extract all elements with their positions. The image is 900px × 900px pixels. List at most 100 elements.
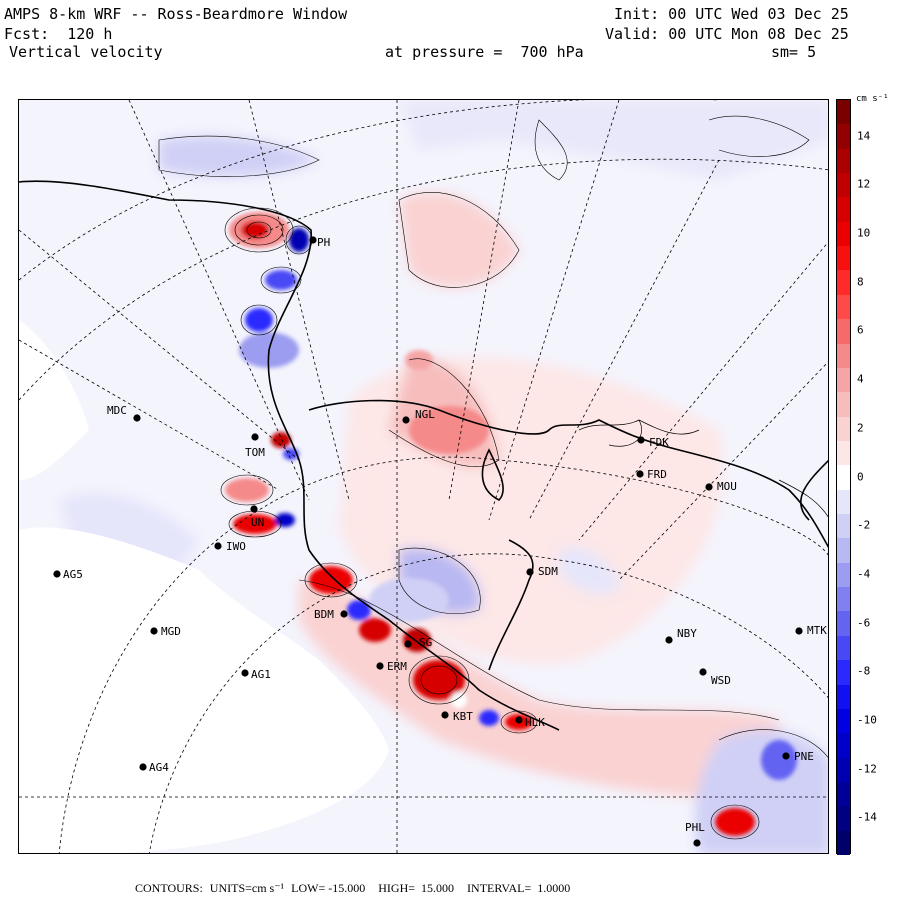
svg-text:SG: SG [419,636,432,649]
station-PHL: PHL [685,821,705,847]
svg-text:AG1: AG1 [251,668,271,681]
svg-text:HLK: HLK [525,716,545,729]
station-NBY: NBY [665,627,697,644]
colorbar-segment [837,367,850,393]
colorbar-segment [837,246,850,271]
colorbar-tick-label: -12 [857,762,877,776]
forecast-hour: Fcst: 120 h [4,25,113,43]
svg-text:MGD: MGD [161,625,181,638]
colorbar-segment [837,392,850,418]
svg-text:TOM: TOM [245,446,265,459]
station-MOU: MOU [705,480,737,493]
svg-text:MDC: MDC [107,404,127,417]
svg-text:IWO: IWO [226,540,246,553]
colorbar-segment [837,343,850,369]
colorbar-segment [837,465,850,491]
colorbar-segment [837,197,850,223]
svg-text:FDK: FDK [649,436,669,449]
colorbar-segment [837,319,850,345]
station-MTK: MTK [795,624,827,637]
colorbar-tick-label: -4 [857,567,871,581]
colorbar-tick-label: 4 [857,372,864,386]
station-MGD: MGD [150,625,181,638]
colorbar-segment [837,806,850,832]
svg-text:PH: PH [317,236,330,249]
variable-name: Vertical velocity [9,43,163,61]
station-TOM: TOM [245,433,265,459]
svg-text:PNE: PNE [794,750,814,763]
colorbar-tick-label: 2 [857,421,864,435]
colorbar-segment [837,489,850,515]
station-WSD: WSD [699,668,731,687]
weather-stations: PH MDC NGL FDK FRD MOU TOM UN IWO AG5 SD… [53,236,827,847]
svg-text:SDM: SDM [538,565,558,578]
colorbar-tick-label: -2 [857,518,871,532]
svg-text:AG4: AG4 [149,761,169,774]
colorbar-segment [837,708,850,734]
station-FDK: FDK [637,436,669,449]
colorbar-segment [837,660,850,685]
pressure-level: at pressure = 700 hPa [385,43,584,61]
svg-text:UN: UN [251,516,264,529]
mountain-convection-cells [225,212,797,836]
map-title: AMPS 8-km WRF -- Ross-Beardmore Window [4,5,348,23]
svg-text:AG5: AG5 [63,568,83,581]
colorbar-segment [837,173,850,198]
valid-time: Valid: 00 UTC Mon 08 Dec 25 [605,25,849,43]
svg-text:FRD: FRD [647,468,667,481]
colorbar-tick-label: -14 [857,810,877,824]
station-NGL: NGL [402,408,435,424]
colorbar-segment [837,294,850,320]
station-AG1: AG1 [241,668,271,681]
colorbar-segment [837,781,850,807]
colorbar-tick-label: 0 [857,470,864,483]
colorbar-segment [837,538,850,564]
station-SG: SG [404,636,432,649]
svg-text:KBT: KBT [453,710,473,723]
colorbar-tick-label: 6 [857,323,864,337]
coastline [19,180,828,731]
footer-low: LOW= -15.000 [291,881,366,895]
colorbar-segment [837,270,850,296]
station-PH: PH [309,236,330,249]
colorbar-segment [837,124,850,150]
smoothing-value: sm= 5 [771,43,817,61]
svg-text:NGL: NGL [415,408,435,421]
contour-lines [158,115,828,840]
station-ERM: ERM [376,660,407,673]
colorbar-segment [837,221,850,247]
colorbar-segment [837,757,850,783]
colorbar-segment [837,100,850,125]
colorbar-segment [837,611,850,637]
station-AG5: AG5 [53,568,83,581]
ross-ice-shelf [19,527,389,853]
colorbar-segment [837,562,850,588]
colorbar-segment [837,587,850,612]
map-panel: PH MDC NGL FDK FRD MOU TOM UN IWO AG5 SD… [18,99,829,854]
station-AG4: AG4 [139,761,169,774]
svg-text:BDM: BDM [314,608,334,621]
station-BDM: BDM [314,608,348,621]
minor-coast-details [578,419,828,518]
init-time: Init: 00 UTC Wed 03 Dec 25 [614,5,849,23]
station-FRD: FRD [636,468,667,481]
colorbar-segment [837,684,850,710]
colorbar-segment [837,830,850,856]
station-HLK: HLK [515,716,545,729]
colorbar [836,99,851,856]
svg-text:NBY: NBY [677,627,697,640]
colorbar-segment [837,148,850,174]
station-UN: UN [250,505,264,529]
svg-text:MTK: MTK [807,624,827,637]
footer-contours: CONTOURS: [135,881,203,895]
colorbar-segment [837,514,850,539]
colorbar-tick-label: 12 [857,177,871,191]
contour-info: CONTOURS: UNITS=cm s⁻¹ LOW= -15.000 HIGH… [135,881,574,896]
colorbar-segment [837,635,850,661]
colorbar-segment [837,416,850,442]
colorbar-tick-label: -6 [857,616,871,630]
svg-text:MOU: MOU [717,480,737,493]
colorbar-tick-label: 8 [857,275,864,289]
vertical-velocity-map: PH MDC NGL FDK FRD MOU TOM UN IWO AG5 SD… [19,100,828,853]
station-KBT: KBT [441,710,473,723]
